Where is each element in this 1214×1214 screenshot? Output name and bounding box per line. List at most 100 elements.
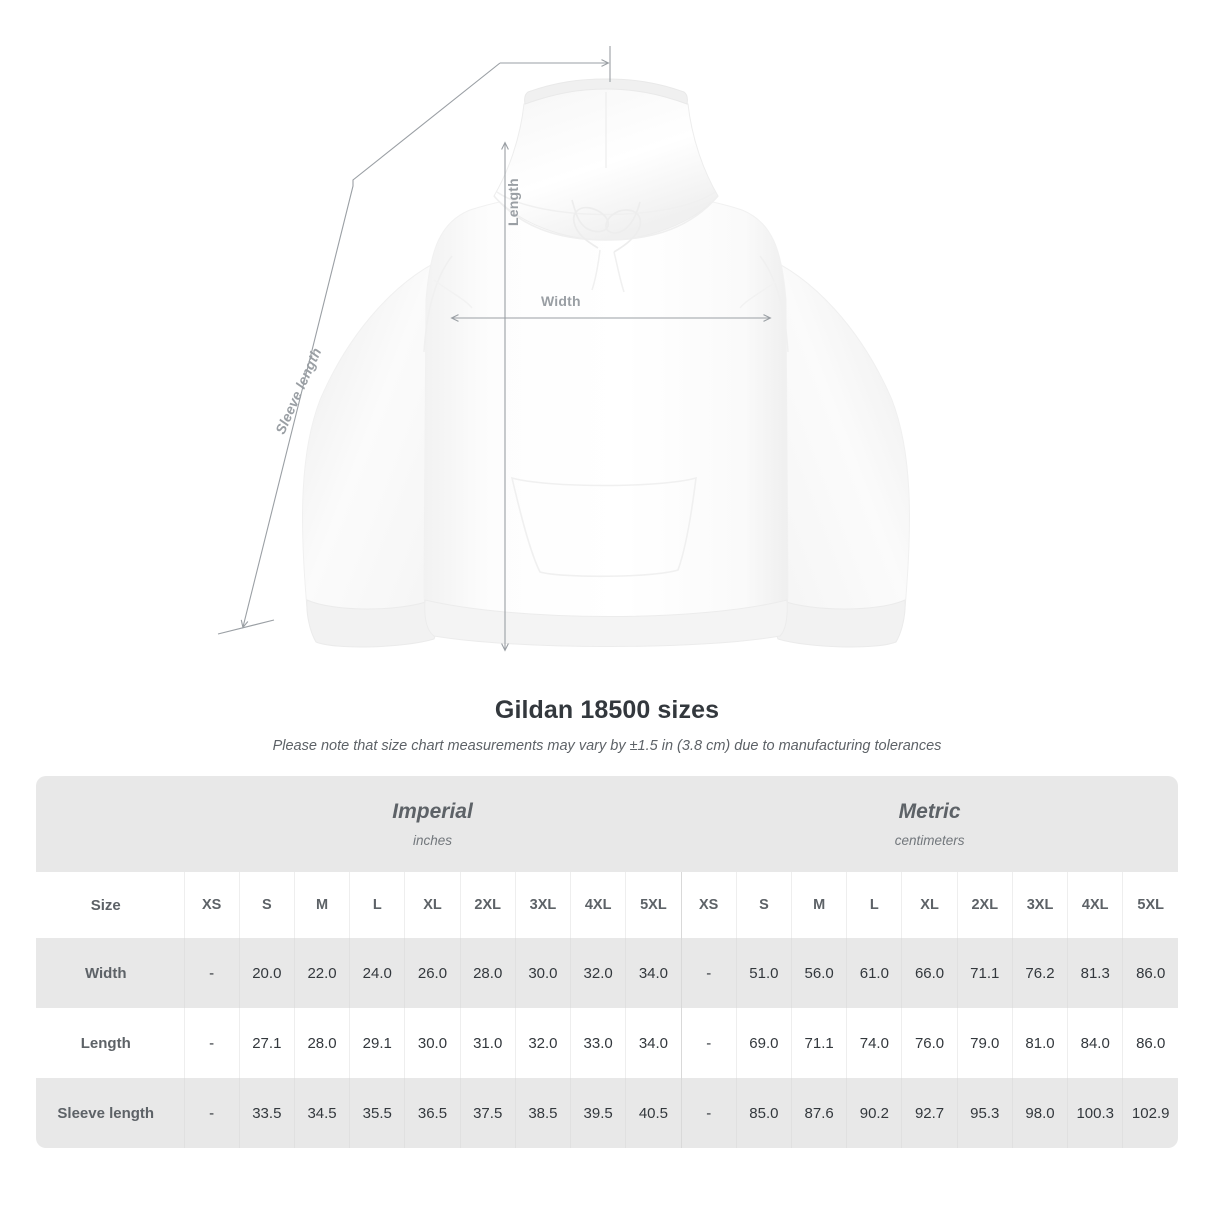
cell-length-imperial-l: 29.1: [349, 1008, 405, 1078]
hoodie-shape: [302, 78, 910, 648]
cell-width-metric-m: 56.0: [791, 938, 847, 1008]
cell-width-imperial-l: 24.0: [349, 938, 405, 1008]
cell-width-imperial-3xl: 30.0: [514, 938, 571, 1008]
width-label: Width: [541, 293, 581, 309]
garment-diagram: Length Width Sleeve length: [217, 46, 910, 652]
size-header-imperial-s: S: [238, 872, 295, 938]
cell-sleeve-length-metric-xl: 92.7: [901, 1078, 958, 1148]
size-header-metric-m: M: [791, 872, 847, 938]
page-title: Gildan 18500 sizes: [494, 696, 720, 724]
cell-sleeve-length-metric-l: 90.2: [846, 1078, 902, 1148]
size-chart-table: Imperial inches Metric centimeters Size XS S M L…: [36, 776, 1179, 1148]
size-header-imperial-xs: XS: [183, 872, 240, 938]
size-header-metric-2xl: 2XL: [956, 872, 1013, 938]
size-header-metric-5xl: 5XL: [1122, 872, 1179, 938]
cell-width-imperial-xl: 26.0: [404, 938, 461, 1008]
size-header-row: Size XS S M L XL 2XL 3XL 4XL 5XL XS S M L XL 2XL 3XL 4XL 5…: [36, 872, 1179, 938]
size-header-imperial-2xl: 2XL: [459, 872, 516, 938]
cell-sleeve-length-imperial-l: 35.5: [349, 1078, 405, 1148]
cell-length-imperial-3xl: 32.0: [514, 1008, 571, 1078]
cell-width-imperial-xs: -: [183, 938, 240, 1008]
size-header-metric-4xl: 4XL: [1067, 872, 1123, 938]
sleeve-length-line: [240, 62, 501, 629]
unit-subtitle: inches: [413, 833, 453, 849]
cell-length-metric-5xl: 86.0: [1122, 1008, 1179, 1078]
cell-sleeve-length-imperial-m: 34.5: [293, 1078, 350, 1148]
tolerance-note: Please note that size chart measurements…: [272, 738, 942, 754]
unit-name: Metric: [898, 799, 961, 823]
cell-width-imperial-s: 20.0: [238, 938, 295, 1008]
size-chart-table-wrapper: Imperial inches Metric centimeters Size XS S M L…: [36, 776, 1179, 1148]
cell-sleeve-length-imperial-3xl: 38.5: [514, 1078, 571, 1148]
sleeve-bottom-tick: [217, 619, 275, 635]
cell-sleeve-length-metric-3xl: 98.0: [1011, 1078, 1068, 1148]
size-header-imperial-l: L: [349, 872, 405, 938]
size-header-imperial-m: M: [293, 872, 350, 938]
cell-length-imperial-2xl: 31.0: [459, 1008, 516, 1078]
cell-length-imperial-xs: -: [183, 1008, 240, 1078]
size-header-metric-l: L: [846, 872, 902, 938]
unit-name: Imperial: [392, 799, 473, 823]
row-label-length: Length: [36, 1008, 184, 1078]
cell-length-imperial-m: 28.0: [293, 1008, 350, 1078]
cell-length-metric-s: 69.0: [735, 1008, 792, 1078]
cell-width-metric-l: 61.0: [846, 938, 902, 1008]
unit-band-spacer: [36, 776, 184, 872]
cell-sleeve-length-imperial-xl: 36.5: [404, 1078, 461, 1148]
cell-width-imperial-5xl: 34.0: [625, 938, 682, 1008]
cell-length-metric-xs: -: [680, 1008, 737, 1078]
cell-width-metric-5xl: 86.0: [1122, 938, 1179, 1008]
cell-length-imperial-s: 27.1: [238, 1008, 295, 1078]
cell-width-metric-xl: 66.0: [901, 938, 958, 1008]
table-row: Width -20.0 22.0 24.0 26.0 28.0 30.0 32.0 34.0-5…: [36, 938, 1179, 1008]
cell-width-imperial-2xl: 28.0: [459, 938, 516, 1008]
size-header-imperial-xl: XL: [404, 872, 461, 938]
cell-sleeve-length-metric-5xl: 102.9: [1122, 1078, 1179, 1148]
cell-sleeve-length-imperial-5xl: 40.5: [625, 1078, 682, 1148]
cell-sleeve-length-imperial-s: 33.5: [238, 1078, 295, 1148]
measurement-lines: [217, 46, 772, 652]
cell-sleeve-length-imperial-2xl: 37.5: [459, 1078, 516, 1148]
cell-width-imperial-m: 22.0: [293, 938, 350, 1008]
cell-length-imperial-4xl: 33.0: [570, 1008, 626, 1078]
garment-illustration: [217, 46, 910, 652]
cell-width-metric-xs: -: [680, 938, 737, 1008]
cell-sleeve-length-metric-xs: -: [680, 1078, 737, 1148]
cell-width-metric-4xl: 81.3: [1067, 938, 1123, 1008]
size-header-label: Size: [36, 872, 184, 938]
size-header-metric-s: S: [735, 872, 792, 938]
cell-sleeve-length-imperial-xs: -: [183, 1078, 240, 1148]
size-header-metric-3xl: 3XL: [1011, 872, 1068, 938]
unit-header-imperial: Imperial inches: [184, 776, 682, 872]
cell-sleeve-length-metric-2xl: 95.3: [956, 1078, 1013, 1148]
cell-length-metric-4xl: 84.0: [1067, 1008, 1123, 1078]
cell-width-metric-3xl: 76.2: [1011, 938, 1068, 1008]
unit-subtitle: centimeters: [894, 833, 965, 849]
row-label-width: Width: [36, 938, 184, 1008]
length-label: Length: [505, 178, 521, 226]
cell-width-imperial-4xl: 32.0: [570, 938, 626, 1008]
cell-length-metric-m: 71.1: [791, 1008, 847, 1078]
size-header-imperial-5xl: 5XL: [625, 872, 682, 938]
unit-band-row: Imperial inches Metric centimeters: [36, 776, 1179, 872]
cell-length-metric-xl: 76.0: [901, 1008, 958, 1078]
cell-sleeve-length-metric-4xl: 100.3: [1067, 1078, 1123, 1148]
unit-header-metric: Metric centimeters: [681, 776, 1179, 872]
table-row: Length -27.1 28.0 29.1 30.0 31.0 32.0 33.0 34.0-…: [36, 1008, 1179, 1078]
cell-length-metric-l: 74.0: [846, 1008, 902, 1078]
cell-length-metric-2xl: 79.0: [956, 1008, 1013, 1078]
size-header-metric-xs: XS: [680, 872, 737, 938]
cell-width-metric-2xl: 71.1: [956, 938, 1013, 1008]
chart-heading: Gildan 18500 sizes Please note that size…: [0, 696, 1214, 754]
row-label-sleeve-length: Sleeve length: [36, 1078, 184, 1148]
size-header-imperial-3xl: 3XL: [514, 872, 571, 938]
cell-length-imperial-5xl: 34.0: [625, 1008, 682, 1078]
cell-length-metric-3xl: 81.0: [1011, 1008, 1068, 1078]
table-row: Sleeve length -33.5 34.5 35.5 36.5 37.5 38.5 39…: [36, 1078, 1179, 1148]
cell-length-imperial-xl: 30.0: [404, 1008, 461, 1078]
size-header-metric-xl: XL: [901, 872, 958, 938]
cell-sleeve-length-metric-m: 87.6: [791, 1078, 847, 1148]
cell-width-metric-s: 51.0: [735, 938, 792, 1008]
cell-sleeve-length-metric-s: 85.0: [735, 1078, 792, 1148]
size-header-imperial-4xl: 4XL: [570, 872, 626, 938]
